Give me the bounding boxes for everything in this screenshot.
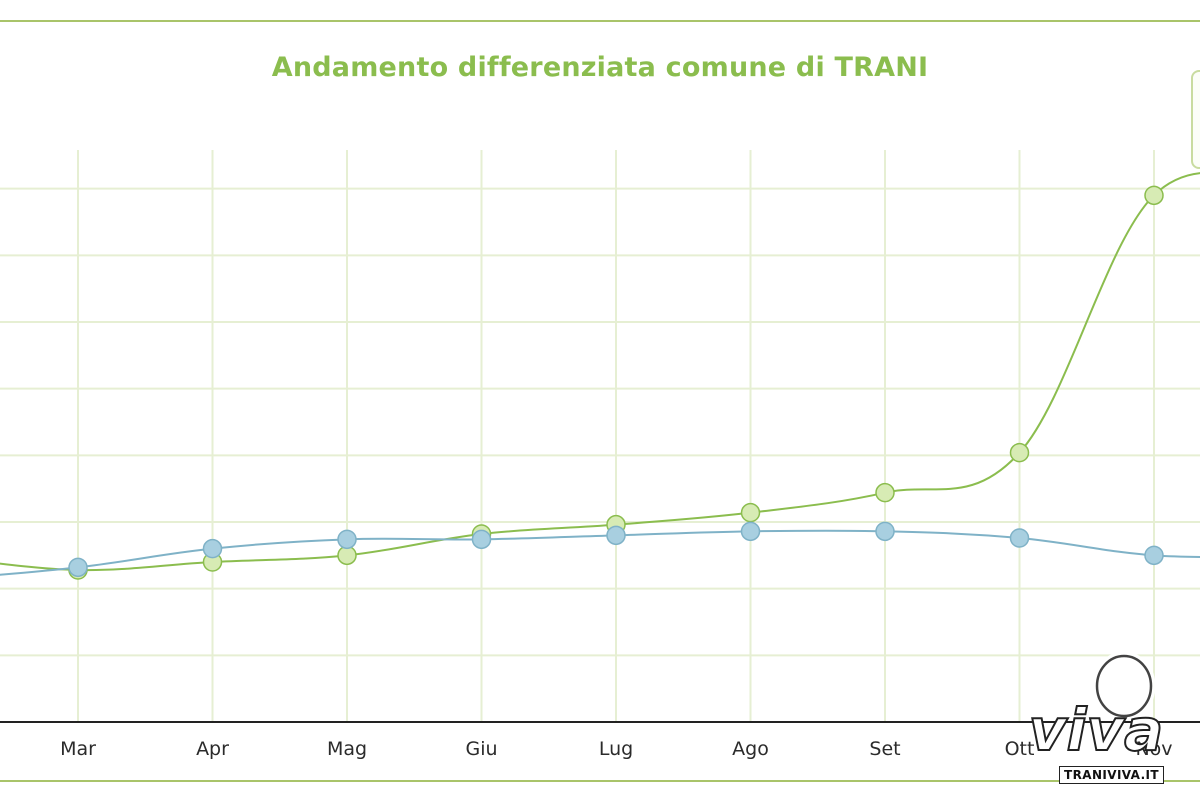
series-1-line [0, 172, 1200, 572]
series-points [68, 185, 1164, 580]
series-2-point-Ott [1009, 528, 1030, 548]
x-tick-label-Set: Set [869, 738, 900, 760]
chart-frame-bottom-border [0, 780, 1200, 782]
chart-frame-top-border [0, 20, 1200, 22]
series-1-point-Nov [1144, 185, 1164, 206]
series-2-point-Giu [471, 529, 492, 550]
series-1-point-Ago [740, 502, 761, 523]
series-2-point-Mar [68, 557, 88, 578]
x-tick-label-Nov: Nov [1135, 738, 1172, 760]
series-2-point-Nov [1144, 545, 1164, 566]
watermark-domain: TRANIVIVA.IT [1059, 766, 1164, 784]
horizontal-gridlines [0, 187, 1200, 657]
watermark-text: viva [1029, 696, 1164, 764]
series-1-point-Ott [1009, 442, 1030, 463]
x-axis-ticks: Mar Apr Mag Giu Lug Ago Set Ott Nov [60, 738, 1172, 760]
x-tick-label-Ago: Ago [732, 738, 769, 760]
vertical-gridlines [77, 150, 1155, 722]
x-tick-label-Lug: Lug [599, 738, 633, 760]
series-2-point-Apr [202, 538, 223, 559]
series-2-point-Set [875, 521, 895, 542]
x-tick-label-Apr: Apr [196, 738, 229, 760]
series-2-point-Mag [337, 529, 357, 550]
series-2-point-Ago [740, 521, 761, 542]
legend-box [1191, 70, 1200, 169]
x-tick-label-Mar: Mar [60, 738, 96, 760]
chart-title: Andamento differenziata comune di TRANI [271, 52, 929, 83]
viva-logo-watermark: viva [1028, 652, 1164, 765]
series-1-point-Set [875, 482, 895, 503]
x-tick-label-Giu: Giu [465, 738, 497, 760]
x-tick-label-Mag: Mag [327, 738, 367, 760]
series-2-point-Lug [606, 525, 626, 546]
x-tick-label-Ott: Ott [1005, 738, 1035, 760]
